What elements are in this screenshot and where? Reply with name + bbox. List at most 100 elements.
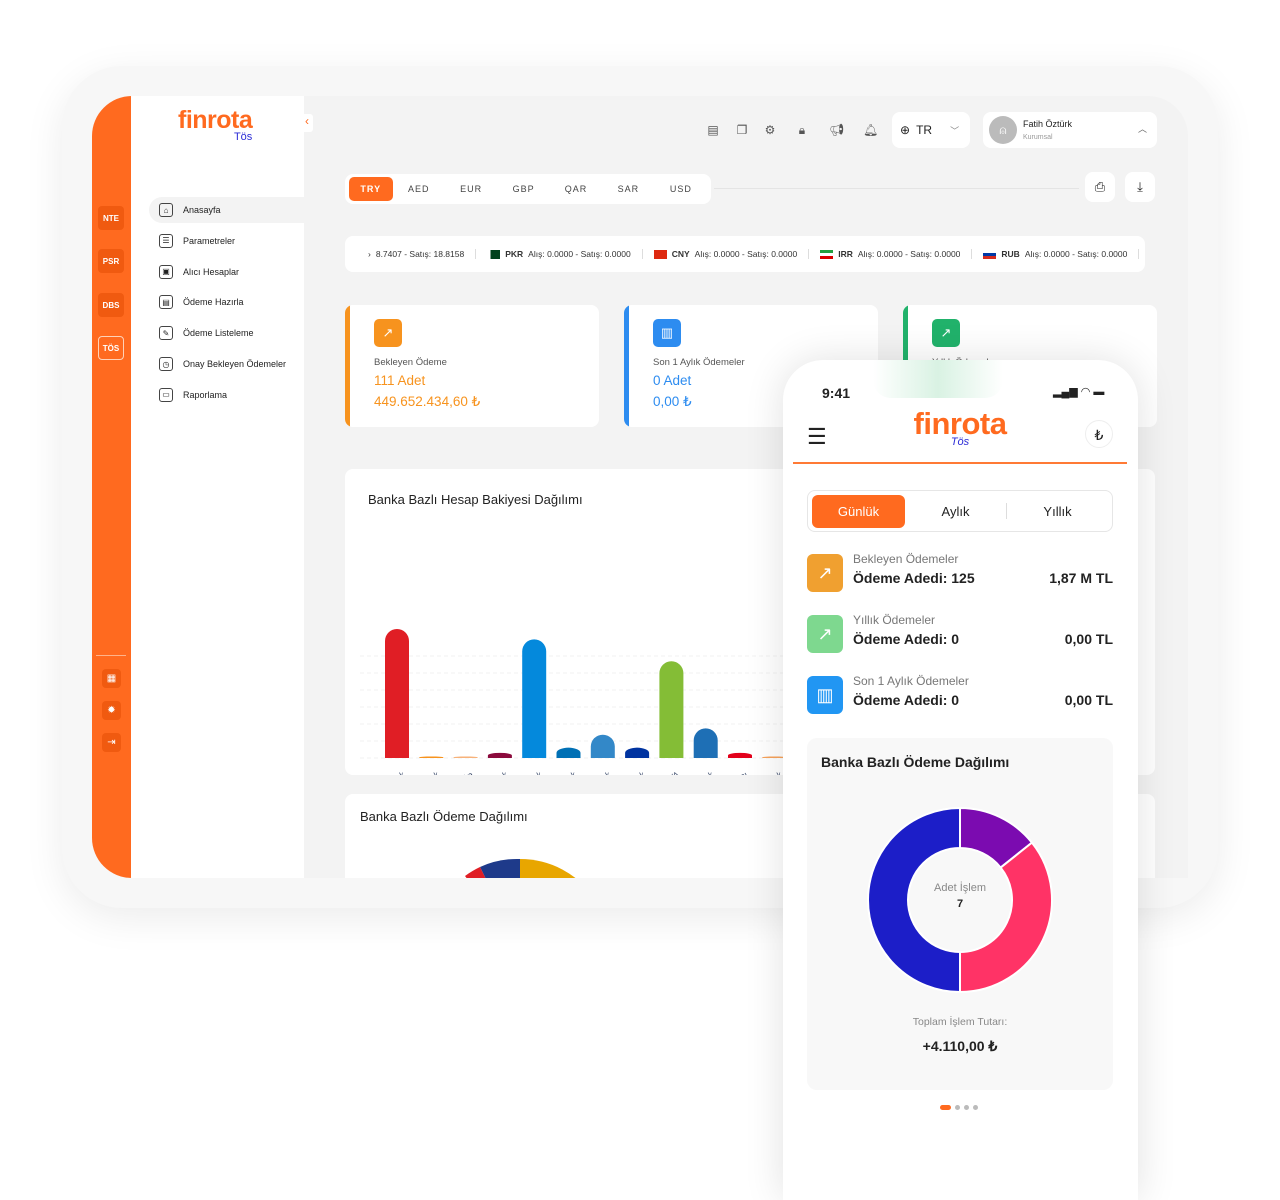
bar-9 (693, 728, 718, 758)
gear-icon[interactable]: ✹ (102, 701, 121, 720)
sidebar-item-0[interactable]: ⌂ Anasayfa (149, 197, 304, 223)
rail-nte[interactable]: NTE (98, 206, 124, 230)
language-select[interactable]: ⊕ TR ﹀ (892, 112, 970, 148)
x-tick-label: Finansbank (606, 769, 647, 775)
rate-text: Alış: 0.0000 - Satış: 0.0000 (694, 249, 798, 259)
tab-try[interactable]: TRY (349, 177, 393, 201)
report-icon: ▭ (159, 387, 173, 402)
sidebar-item-3[interactable]: ▤ Ödeme Hazırla (149, 289, 304, 315)
ticker-item: IRR Alış: 0.0000 - Satış: 0.0000 (809, 249, 973, 259)
tab-usd[interactable]: USD (669, 184, 692, 194)
bar-6 (590, 734, 615, 758)
pie-chart (465, 858, 576, 878)
bar-2 (453, 756, 478, 758)
row-count: Ödeme Adedi: 125 (853, 570, 975, 586)
bar-7 (625, 747, 650, 758)
rail-tos[interactable]: TÖS (98, 336, 124, 360)
pie-slice (465, 867, 486, 878)
tab-aed[interactable]: AED (407, 184, 430, 194)
total-label: Toplam İşlem Tutarı: (912, 1016, 1008, 1028)
sidebar-item-1[interactable]: ☰ Parametreler (149, 228, 304, 254)
ticker-item: RUB Alış: 0.0000 - Satış: 0.0000 (972, 249, 1140, 259)
segment-2[interactable]: Yıllık (1043, 503, 1072, 519)
bell-icon[interactable]: 🔔︎ (863, 123, 879, 137)
pending-icon: ◷ (159, 357, 173, 371)
apps-icon[interactable]: ▦ (102, 669, 121, 688)
summary-row[interactable]: ↗ Yıllık Ödemeler Ödeme Adedi: 0 0,00 TL (807, 613, 1113, 657)
currency-code: CNY (671, 249, 690, 259)
trend-icon: ↗ (932, 319, 960, 347)
tab-gbp[interactable]: GBP (512, 184, 535, 194)
x-tick-label: AktifBank (407, 769, 442, 775)
bar-4 (522, 639, 547, 758)
collapse-sidebar-button[interactable]: ‹ (301, 114, 313, 132)
rail-dbs[interactable]: DBS (98, 293, 124, 317)
tab-qar[interactable]: QAR (564, 184, 588, 194)
hamburger-menu-icon[interactable]: ☰ (807, 424, 827, 449)
sidebar-item-label: Alıcı Hesaplar (183, 266, 240, 277)
sliders-icon: ☰ (159, 233, 173, 248)
logo: finrota Tös (178, 106, 253, 143)
tab-eur[interactable]: EUR (460, 184, 483, 194)
lock-icon[interactable]: 🔒︎ (798, 123, 806, 137)
user-menu[interactable]: ⍝ Fatih Öztürk Kurumsal ︿ (983, 112, 1157, 148)
x-tick-label: Albaraka (443, 770, 475, 775)
download-button[interactable]: ⤓ (1125, 172, 1155, 202)
chevron-right-icon[interactable]: › (368, 249, 371, 259)
download-icon: ⤓ (1137, 179, 1143, 194)
ticker-item: › 8.7407 - Satış: 18.8158 (357, 249, 477, 259)
status-icons: ▂▄▆ ◠ ▬ (1053, 386, 1105, 398)
sidebar-item-6[interactable]: ▭ Raporlama (149, 382, 304, 408)
status-time: 9:41 (822, 385, 851, 401)
row-amount: 1,87 M TL (1049, 570, 1113, 586)
phone-mockup: 9:41 ▂▄▆ ◠ ▬ ☰ finrota Tös ₺ Günlük Aylık… (783, 360, 1138, 1200)
page-indicator[interactable] (940, 1105, 978, 1110)
currency-code: IRR (838, 249, 853, 259)
bar-3 (487, 752, 512, 758)
product-rail: NTE PSR DBS TÖS ▦ ✹ ⇥ (92, 96, 131, 878)
x-tick-label: HalkBank (681, 769, 716, 775)
segment-1[interactable]: Aylık (941, 503, 970, 519)
segment-0[interactable]: Günlük (812, 494, 905, 528)
bar-5 (556, 747, 581, 758)
print-button[interactable]: ⎙ (1085, 172, 1115, 202)
megaphone-icon[interactable]: 📢︎ (829, 123, 845, 137)
home-icon: ⌂ (159, 203, 173, 217)
summary-row[interactable]: ▥ Son 1 Aylık Ödemeler Ödeme Adedi: 0 0,00 … (807, 674, 1113, 718)
document-icon[interactable]: ▤ (707, 123, 719, 137)
sidebar-item-2[interactable]: ▣ Alıcı Hesaplar (149, 259, 304, 285)
x-tick-label: BurganBank (535, 769, 578, 775)
period-segmented-control: Günlük Aylık Yıllık (807, 490, 1113, 532)
payment-prepare-icon: ▤ (159, 295, 173, 310)
sidebar-item-4[interactable]: ✎ Ödeme Listeleme (149, 320, 304, 346)
sidebar-item-label: Onay Bekleyen Ödemeler (183, 359, 287, 369)
donut-slice (959, 841, 1053, 994)
x-tick-label: IngBank (753, 769, 784, 775)
tab-sar[interactable]: SAR (617, 184, 640, 194)
row-amount: 0,00 TL (1064, 692, 1113, 708)
avatar: ⍝ (989, 116, 1017, 144)
bar-1 (419, 756, 444, 758)
stat-card: ↗ Bekleyen Ödeme 111 Adet 449.652.434,60 ₺ (345, 305, 599, 427)
trend-icon: ↗ (374, 319, 402, 347)
rail-psr[interactable]: PSR (98, 249, 124, 273)
row-count: Ödeme Adedi: 0 (853, 631, 960, 647)
sidebar-item-5[interactable]: ◷ Onay Bekleyen Ödemeler (149, 351, 304, 377)
summary-row[interactable]: ↗ Bekleyen Ödemeler Ödeme Adedi: 125 1,87 M… (807, 552, 1113, 596)
logout-icon[interactable]: ⇥ (102, 733, 121, 752)
row-title: Bekleyen Ödemeler (853, 552, 959, 566)
user-name: Fatih Öztürk (1023, 119, 1073, 129)
donut-slice (867, 806, 961, 994)
x-tick-label: FibaBank (578, 769, 613, 775)
sidebar-item-label: Parametreler (183, 235, 236, 246)
trend-icon: ▥ (653, 319, 681, 347)
settings-icon[interactable]: ⚙ (764, 123, 776, 137)
trend-icon: ↗ (807, 554, 843, 592)
bar-chart: AkbankAktifBankAlbarakaAlternatifBankAna… (360, 629, 785, 775)
currency-code: PKR (505, 249, 524, 259)
donut-title: Banka Bazlı Ödeme Dağılımı (821, 754, 1010, 770)
book-icon[interactable]: ❐ (736, 123, 748, 137)
ticker-item: PKR Alış: 0.0000 - Satış: 0.0000 (476, 249, 643, 259)
rate-text: Alış: 0.0000 - Satış: 0.0000 (528, 249, 631, 259)
currency-button[interactable]: ₺ (1085, 420, 1113, 448)
